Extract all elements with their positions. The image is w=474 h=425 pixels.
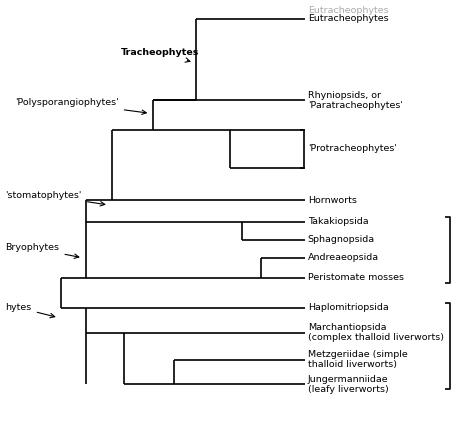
Text: Eutracheophytes: Eutracheophytes <box>308 6 388 15</box>
Text: 'Polysporangiophytes': 'Polysporangiophytes' <box>15 98 146 114</box>
Text: 'Protracheophytes': 'Protracheophytes' <box>308 144 397 153</box>
Text: Metzgeriidae (simple
thalloid liverworts): Metzgeriidae (simple thalloid liverworts… <box>308 350 407 369</box>
Text: Haplomitriopsida: Haplomitriopsida <box>308 303 388 312</box>
Text: Jungermanniidae
(leafy liverworts): Jungermanniidae (leafy liverworts) <box>308 375 388 394</box>
Text: Andreaeopsida: Andreaeopsida <box>308 253 379 262</box>
Text: Takakiopsida: Takakiopsida <box>308 218 368 227</box>
Text: Eutracheophytes: Eutracheophytes <box>308 14 388 23</box>
Text: Sphagnopsida: Sphagnopsida <box>308 235 375 244</box>
Text: 'stomatophytes': 'stomatophytes' <box>6 190 105 206</box>
Text: Peristomate mosses: Peristomate mosses <box>308 273 404 282</box>
Text: Marchantiopsida
(complex thalloid liverworts): Marchantiopsida (complex thalloid liverw… <box>308 323 444 342</box>
Text: hytes: hytes <box>6 303 55 318</box>
Text: Tracheophytes: Tracheophytes <box>121 48 200 62</box>
Text: Bryophytes: Bryophytes <box>6 244 79 258</box>
Text: Hornworts: Hornworts <box>308 196 356 204</box>
Text: Rhyniopsids, or
'Paratracheophytes': Rhyniopsids, or 'Paratracheophytes' <box>308 91 402 110</box>
